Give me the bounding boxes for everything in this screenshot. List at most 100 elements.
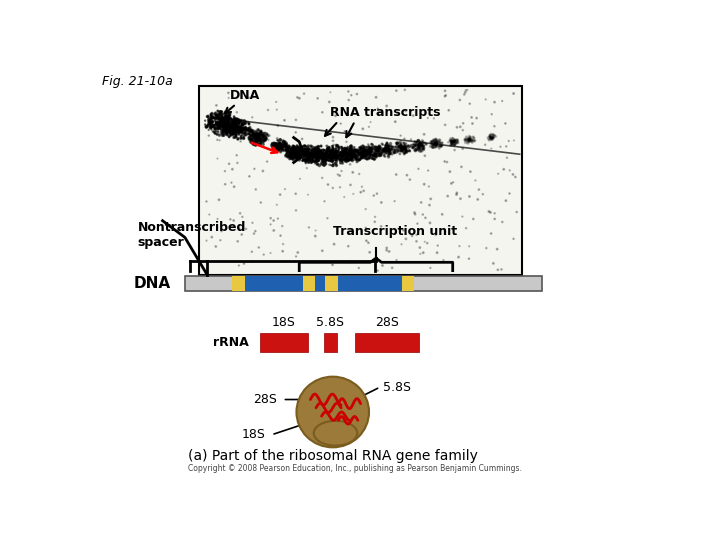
Point <box>327 151 338 160</box>
Point <box>251 134 263 143</box>
Point <box>398 143 410 151</box>
Point <box>394 150 405 158</box>
Point <box>259 129 271 137</box>
Point <box>379 150 390 158</box>
Point <box>330 151 341 160</box>
Point <box>311 150 323 158</box>
FancyBboxPatch shape <box>260 333 307 352</box>
Point <box>251 133 263 142</box>
Point <box>418 146 430 154</box>
Point <box>311 152 323 161</box>
Point <box>328 152 339 160</box>
Point <box>431 139 442 147</box>
Point <box>293 148 305 157</box>
Point <box>451 188 463 197</box>
Point <box>309 148 320 157</box>
Point <box>233 118 245 127</box>
Point <box>350 147 361 156</box>
Point <box>210 109 221 117</box>
Point <box>327 161 338 170</box>
Point <box>290 153 302 161</box>
Point <box>450 136 462 145</box>
Point <box>251 138 263 147</box>
Point <box>243 124 255 133</box>
Point <box>220 111 232 120</box>
Point <box>211 130 222 139</box>
Point <box>282 143 293 151</box>
Point <box>370 143 382 152</box>
Point <box>341 148 352 157</box>
Point <box>219 122 230 131</box>
Point <box>431 139 442 147</box>
Point <box>269 139 280 148</box>
Point <box>372 146 384 154</box>
Point <box>472 195 484 204</box>
Point <box>222 126 234 135</box>
Point <box>253 133 264 141</box>
Point <box>232 116 243 124</box>
Point <box>302 141 314 150</box>
Point <box>309 153 320 161</box>
Point <box>213 122 225 131</box>
Point <box>456 212 468 221</box>
Point <box>216 120 228 129</box>
Point <box>308 153 320 161</box>
Point <box>254 131 266 140</box>
Point <box>323 152 335 161</box>
Point <box>382 147 393 156</box>
Point <box>373 151 384 160</box>
Point <box>342 150 354 158</box>
Point <box>340 156 351 164</box>
Point <box>233 125 245 133</box>
Point <box>302 155 313 164</box>
Point <box>212 214 223 223</box>
Point <box>301 157 312 165</box>
Point <box>360 205 372 213</box>
Point <box>336 148 347 157</box>
Point <box>423 182 435 191</box>
Point <box>381 146 392 154</box>
Point <box>330 156 341 165</box>
Point <box>279 185 291 193</box>
Point <box>462 134 474 143</box>
Point <box>303 156 315 164</box>
Point <box>335 152 346 161</box>
Point <box>354 150 366 159</box>
Point <box>377 147 388 156</box>
Point <box>252 131 264 139</box>
Point <box>292 147 303 156</box>
FancyBboxPatch shape <box>315 275 325 292</box>
Point <box>276 140 287 149</box>
Point <box>318 151 329 160</box>
Point <box>251 140 262 149</box>
Point <box>346 145 357 153</box>
Point <box>318 150 329 158</box>
Point <box>356 148 368 157</box>
Point <box>328 151 340 160</box>
Point <box>234 125 246 133</box>
Point <box>217 123 228 131</box>
Point <box>487 134 498 143</box>
Point <box>489 131 500 140</box>
Point <box>480 95 491 104</box>
Point <box>253 134 264 143</box>
Point <box>235 125 246 134</box>
Point <box>236 132 248 140</box>
Point <box>199 120 211 129</box>
Point <box>326 157 338 165</box>
Point <box>431 138 443 147</box>
Point <box>333 145 344 153</box>
Point <box>210 111 222 119</box>
Point <box>203 117 215 126</box>
Point <box>356 152 367 160</box>
Point <box>330 161 342 170</box>
Point <box>464 136 475 144</box>
Point <box>218 131 230 140</box>
Point <box>313 147 325 156</box>
Point <box>378 151 390 160</box>
Point <box>380 141 392 150</box>
Point <box>257 132 269 141</box>
Point <box>417 145 428 153</box>
Point <box>251 133 263 141</box>
Point <box>348 150 359 159</box>
